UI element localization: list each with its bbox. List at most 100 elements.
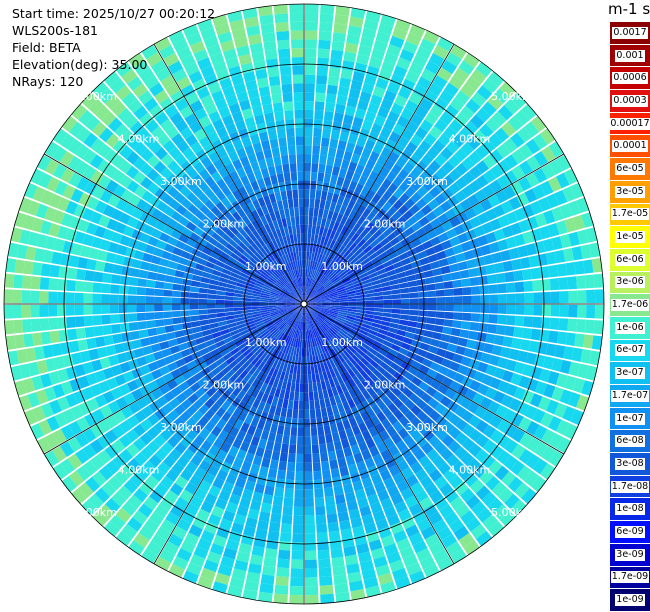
range-gate <box>577 290 586 303</box>
range-gate <box>120 323 130 332</box>
range-gate <box>409 292 418 298</box>
range-gate <box>434 325 444 333</box>
range-gate <box>321 461 330 471</box>
range-gate <box>468 331 478 340</box>
range-gate <box>318 49 330 59</box>
range-gate <box>156 327 166 335</box>
range-gate <box>75 316 85 327</box>
range-gate <box>265 50 278 60</box>
range-gate <box>419 298 428 304</box>
range-gate <box>494 262 504 273</box>
range-gate <box>262 32 275 42</box>
range-gate <box>319 199 325 209</box>
colorbar-tick-label: 0.0006 <box>612 72 647 84</box>
range-gate <box>294 110 303 119</box>
colorbar-cell: 0.001 <box>610 45 650 68</box>
range-gate <box>325 165 333 175</box>
range-gate <box>506 315 516 325</box>
range-gate <box>259 511 270 521</box>
range-gate <box>318 550 330 560</box>
range-gate <box>314 480 323 489</box>
range-gate <box>315 497 325 507</box>
range-gate <box>325 496 335 506</box>
range-gate <box>317 57 329 67</box>
range-gate <box>297 445 304 454</box>
range-gate <box>332 432 340 442</box>
range-gate <box>290 13 303 22</box>
range-gate <box>130 331 140 340</box>
range-gate <box>436 311 445 318</box>
range-gate <box>270 459 279 469</box>
range-gate <box>132 339 142 349</box>
range-gate <box>515 282 525 293</box>
range-gate <box>325 102 335 112</box>
range-gate <box>270 423 278 433</box>
range-gate <box>334 112 344 122</box>
range-gate <box>163 290 172 297</box>
range-gate <box>313 382 318 391</box>
range-gate <box>182 279 192 286</box>
range-gate <box>531 267 541 279</box>
range-gate <box>451 271 461 280</box>
range-gate <box>15 334 25 348</box>
range-gate <box>282 199 288 209</box>
range-gate <box>309 207 314 216</box>
range-gate <box>331 468 340 478</box>
range-gate <box>294 489 303 498</box>
range-gate <box>305 75 316 84</box>
range-gate <box>576 319 586 332</box>
range-gate <box>297 427 303 436</box>
range-gate <box>277 129 286 139</box>
range-gate <box>314 110 323 119</box>
range-gate <box>304 419 310 428</box>
range-gate <box>180 298 189 304</box>
range-gate <box>317 541 329 551</box>
range-gate <box>334 440 343 450</box>
range-gate <box>304 189 309 198</box>
range-gate <box>312 453 320 462</box>
range-gate <box>128 295 137 303</box>
range-gate <box>375 304 384 308</box>
colorbar-cell: 1e-09 <box>610 589 650 612</box>
range-gate <box>181 285 190 292</box>
range-gate <box>459 329 469 338</box>
range-gate <box>102 325 112 335</box>
range-gate <box>451 328 461 337</box>
range-gate <box>304 180 310 189</box>
range-gate <box>280 146 288 156</box>
range-gate <box>332 166 340 176</box>
range-gate <box>313 208 318 217</box>
range-gate <box>436 297 445 304</box>
range-gate <box>180 304 189 310</box>
range-gate <box>292 409 298 418</box>
range-gate <box>416 322 426 329</box>
range-gate <box>576 275 586 288</box>
range-gate <box>275 434 283 444</box>
colorbar-tick-label: 1e-06 <box>615 322 644 334</box>
range-gate <box>137 287 146 295</box>
range-gate <box>316 84 327 94</box>
range-gate <box>207 304 216 308</box>
range-gate <box>503 336 513 347</box>
range-gate <box>130 268 140 277</box>
range-gate <box>319 31 332 41</box>
range-gate <box>335 494 346 504</box>
range-gate <box>307 365 311 374</box>
range-gate <box>145 296 154 303</box>
range-gate <box>76 328 86 339</box>
range-gate <box>291 172 298 181</box>
range-gate <box>4 289 13 303</box>
range-gate <box>22 305 31 318</box>
range-gate <box>295 119 304 128</box>
range-gate <box>305 471 313 480</box>
range-gate <box>275 22 288 32</box>
range-gate <box>434 275 444 283</box>
range-gate <box>263 149 272 159</box>
range-gate <box>216 304 225 308</box>
range-gate <box>270 175 278 185</box>
range-gate <box>331 130 340 140</box>
range-gate <box>454 304 463 311</box>
range-gate <box>149 336 159 345</box>
range-gate <box>458 338 468 347</box>
range-gate <box>85 270 95 281</box>
